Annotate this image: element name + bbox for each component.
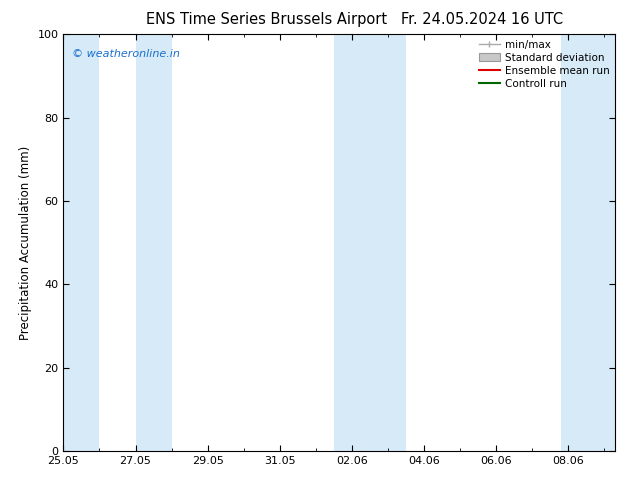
Bar	[561, 34, 615, 451]
Text: © weatheronline.in: © weatheronline.in	[72, 49, 179, 59]
Bar	[136, 34, 172, 451]
Bar	[333, 34, 406, 451]
Bar	[63, 34, 100, 451]
Text: ENS Time Series Brussels Airport: ENS Time Series Brussels Airport	[146, 12, 387, 27]
Text: Fr. 24.05.2024 16 UTC: Fr. 24.05.2024 16 UTC	[401, 12, 563, 27]
Legend: min/max, Standard deviation, Ensemble mean run, Controll run: min/max, Standard deviation, Ensemble me…	[479, 40, 610, 89]
Y-axis label: Precipitation Accumulation (mm): Precipitation Accumulation (mm)	[19, 146, 32, 340]
